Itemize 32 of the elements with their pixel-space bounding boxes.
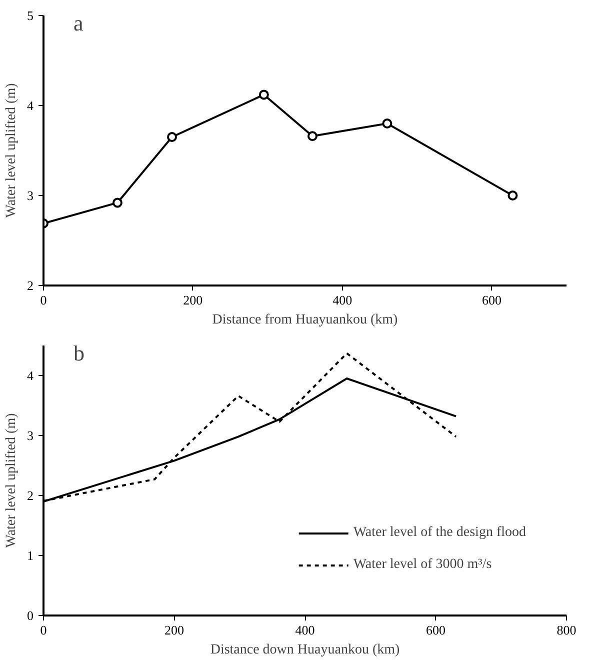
x-tick-label: 400	[332, 292, 352, 308]
y-tick-label: 5	[27, 8, 34, 23]
legend-label: Water level of the design flood	[353, 525, 526, 541]
point	[167, 132, 178, 142]
point	[258, 90, 269, 100]
point	[307, 131, 318, 142]
x-tick-label: 0	[40, 292, 47, 308]
x-axis-title: Distance from Huayuankou (km)	[212, 312, 398, 328]
y-tick-label: 0	[27, 608, 34, 623]
x-tick-label: 200	[183, 292, 203, 308]
x-axis-title: Distance down Huayuankou (km)	[210, 642, 400, 658]
y-tick-label: 2	[27, 488, 34, 503]
x-tick-label: 800	[556, 622, 576, 638]
x-tick-label: 0	[40, 622, 47, 638]
y-tick-label: 4	[27, 368, 34, 383]
y-tick-label: 3	[27, 428, 34, 443]
y-tick-label: 3	[27, 188, 34, 203]
x-tick-label: 200	[164, 622, 184, 638]
point	[112, 198, 122, 208]
y-tick-label: 2	[27, 278, 34, 293]
x-tick-label: 400	[295, 622, 315, 638]
y-tick-label: 1	[27, 548, 34, 563]
annotation: b	[74, 340, 84, 366]
y-axis-title: Water level uplifted (m)	[4, 412, 19, 548]
x-tick-label: 600	[426, 622, 446, 638]
point	[382, 118, 392, 128]
x-tick-label: 600	[482, 292, 502, 308]
point	[508, 190, 518, 200]
y-tick-label: 4	[27, 98, 34, 113]
annotation: a	[74, 10, 84, 36]
y-axis-title: Water level uplifted (m)	[4, 82, 19, 218]
legend-label: Water level of 3000 m³/s	[353, 557, 492, 573]
